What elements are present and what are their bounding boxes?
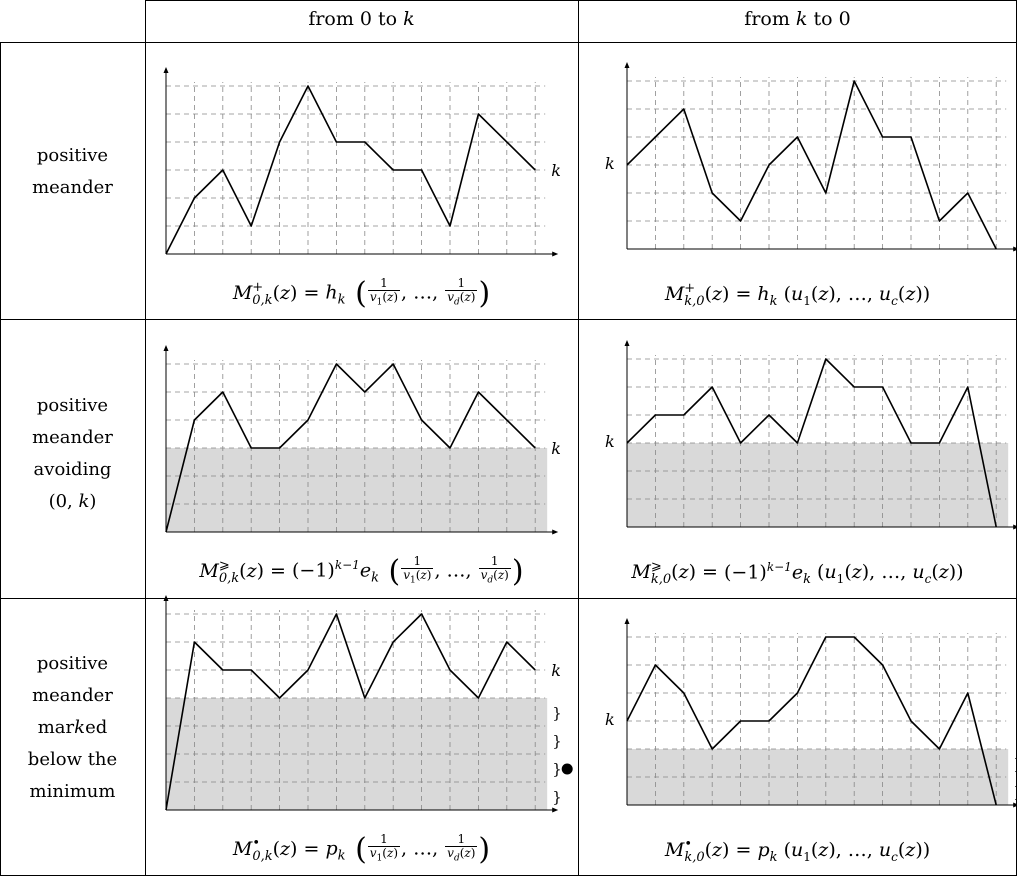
k-label: k <box>605 710 615 729</box>
shaded-region <box>166 448 548 532</box>
formula-row1-right: M + k,0 (z) = hk (u1(z), …, uc(z)) <box>664 281 931 309</box>
x-axis-arrow <box>552 529 559 535</box>
meander-path <box>165 363 536 533</box>
table-divider-row1 <box>0 319 1017 320</box>
k-label: k <box>551 661 561 680</box>
row-label-line: meander <box>32 427 113 448</box>
table-divider-col2 <box>578 0 579 876</box>
row-label-positive-meander: positive meander <box>0 140 145 204</box>
formula-row3-left: M • 0,k (z) = pk (1 v1(z), …, 1 vd(z)) <box>232 832 491 867</box>
formula-row3-right: M • k,0 (z) = pk (u1(z), …, uc(z)) <box>664 837 931 865</box>
marker-brace: } <box>1013 755 1017 773</box>
x-axis-arrow <box>1013 802 1017 808</box>
k-label: k <box>551 161 561 180</box>
k-label: k <box>605 154 615 173</box>
bullet-marker <box>561 763 573 775</box>
marker-brace: } <box>552 760 562 778</box>
y-axis-arrow <box>624 618 630 624</box>
row-label-line: avoiding <box>33 459 112 480</box>
y-axis-arrow <box>624 62 630 68</box>
k-label: k <box>551 439 561 458</box>
x-axis-arrow <box>1013 246 1017 252</box>
meander-path <box>626 358 997 528</box>
row-label-line: meander <box>32 177 113 198</box>
table-border-header <box>0 42 1017 43</box>
plot-row2-from-k-to-0: k <box>605 340 1017 530</box>
y-axis-arrow <box>163 345 169 351</box>
row-label-line: (0, k) <box>48 491 97 512</box>
row-label-avoiding: positive meander avoiding (0, k) <box>0 390 145 518</box>
k-label: k <box>605 432 615 451</box>
plot-row3-from-k-to-0: k}} <box>605 618 1017 808</box>
y-axis-arrow <box>163 67 169 73</box>
header-text: from 0 to k <box>308 8 415 30</box>
shaded-region <box>627 443 1009 527</box>
row-label-line: minimum <box>29 781 116 802</box>
plot-row1-from-0-to-k: k <box>163 67 561 257</box>
row-label-marked: positive meander marked below the minimu… <box>0 648 145 808</box>
row-label-line: below the <box>27 749 118 770</box>
row-label-line: positive <box>36 395 109 416</box>
meander-path <box>165 613 536 811</box>
marker-brace: } <box>552 732 562 750</box>
header-from-k-to-0: from k to 0 <box>578 8 1017 30</box>
table-divider-row2 <box>0 598 1017 599</box>
x-axis-arrow <box>1013 524 1017 530</box>
marker-brace: } <box>552 704 562 722</box>
row-label-line: meander <box>32 685 113 706</box>
row-label-line: positive <box>36 653 109 674</box>
marker-brace: } <box>1013 783 1017 801</box>
formula-row1-left: M +0,k (z) = hk (1 v1(z), …, 1 vd(z)) <box>232 276 491 311</box>
table-divider-col1 <box>145 0 146 876</box>
marker-brace: } <box>552 788 562 806</box>
row-label-line: positive <box>36 145 109 166</box>
table-border-left <box>0 42 1 876</box>
plot-row3-from-0-to-k: k}}}} <box>163 595 573 813</box>
plot-row1-from-k-to-0: k <box>605 62 1017 252</box>
x-axis-arrow <box>552 251 559 257</box>
meander-path <box>626 80 997 250</box>
y-axis-arrow <box>624 340 630 346</box>
y-axis-arrow <box>163 595 169 601</box>
x-axis-arrow <box>552 807 559 813</box>
formula-row2-right: M ⩾ k,0 (z) = (−1)k−1ek (u1(z), …, uc(z)) <box>631 559 964 588</box>
header-text: from k to 0 <box>744 8 851 30</box>
plot-row2-from-0-to-k: k <box>163 345 561 535</box>
formula-row2-left: M ⩾ 0,k (z) = (−1)k−1ek (1 v1(z), …, 1 vd(z)) <box>199 554 524 589</box>
table-border-top <box>145 0 1017 1</box>
row-label-line: marked <box>37 717 108 738</box>
header-from-0-to-k: from 0 to k <box>145 8 578 30</box>
meander-path <box>165 85 536 255</box>
meander-path <box>626 636 997 806</box>
